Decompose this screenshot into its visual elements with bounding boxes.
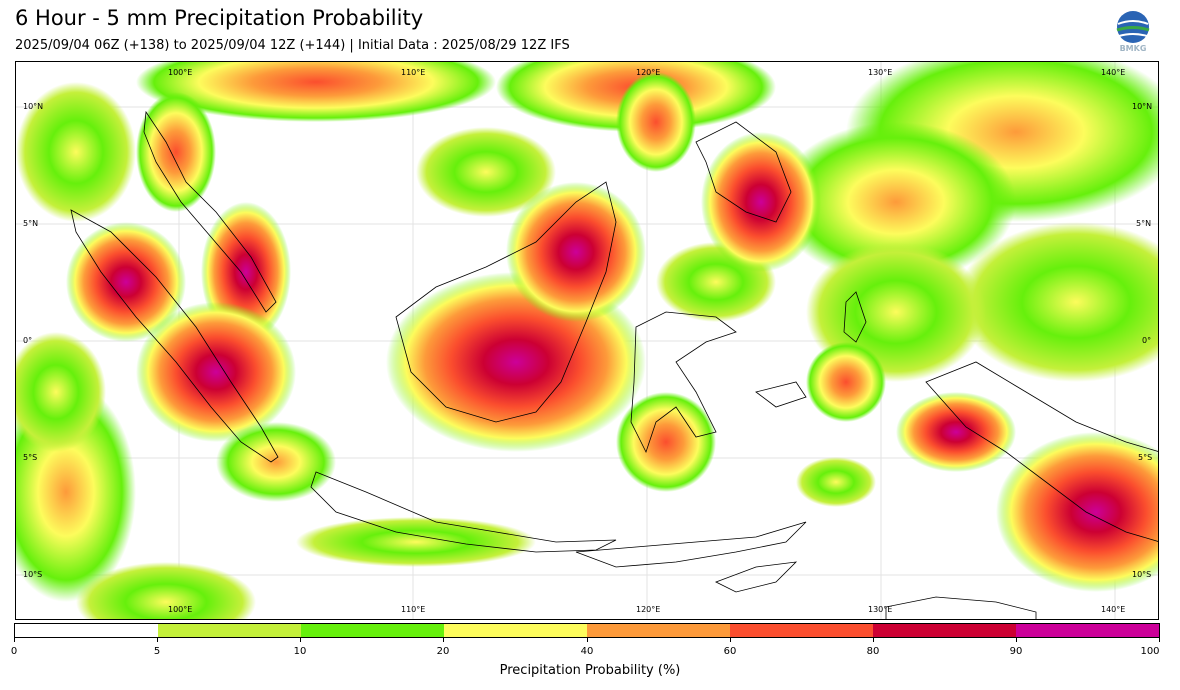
colorbar-segment bbox=[730, 624, 873, 637]
colorbar-segment bbox=[587, 624, 730, 637]
lat-label-right: 5°N bbox=[1136, 219, 1152, 228]
colorbar-tickmark bbox=[1159, 638, 1160, 642]
lon-label-top: 100°E bbox=[168, 68, 193, 77]
colorbar-tickmark bbox=[14, 638, 15, 642]
colorbar-segment bbox=[444, 624, 587, 637]
lon-label-top: 110°E bbox=[401, 68, 426, 77]
colorbar-tickmark bbox=[157, 638, 158, 642]
colorbar-tick-label: 60 bbox=[723, 646, 737, 657]
lon-label-top: 130°E bbox=[868, 68, 893, 77]
lat-label-right: 10°N bbox=[1132, 102, 1153, 111]
lat-label-right: 5°S bbox=[1138, 453, 1153, 462]
lon-label-bottom: 110°E bbox=[401, 605, 426, 614]
chart-title: 6 Hour - 5 mm Precipitation Probability bbox=[15, 6, 424, 30]
lat-label-right: 10°S bbox=[1132, 570, 1152, 579]
lat-label-right: 0° bbox=[1142, 336, 1152, 345]
lon-label-bottom: 130°E bbox=[868, 605, 893, 614]
colorbar-tick-label: 10 bbox=[293, 646, 307, 657]
colorbar-tick-label: 40 bbox=[580, 646, 594, 657]
colorbar-tickmark bbox=[873, 638, 874, 642]
colorbar-tickmark bbox=[443, 638, 444, 642]
colorbar bbox=[14, 623, 1160, 638]
precipitation-field bbox=[16, 62, 1158, 619]
colorbar-tickmark bbox=[1016, 638, 1017, 642]
colorbar-tick-label: 0 bbox=[10, 646, 18, 657]
colorbar-tick-label: 100 bbox=[1140, 646, 1160, 657]
lon-label-bottom: 120°E bbox=[636, 605, 661, 614]
colorbar-label: Precipitation Probability (%) bbox=[499, 663, 681, 678]
lat-label-left: 5°N bbox=[23, 219, 39, 228]
lon-label-top: 140°E bbox=[1101, 68, 1126, 77]
colorbar-segment bbox=[301, 624, 444, 637]
colorbar-tick-label: 5 bbox=[153, 646, 161, 657]
colorbar-segment bbox=[1016, 624, 1159, 637]
colorbar-segment bbox=[15, 624, 158, 637]
map-panel[interactable]: 100°E 110°E 120°E 130°E 140°E 100°E 110°… bbox=[15, 61, 1159, 620]
lat-label-left: 10°S bbox=[23, 570, 43, 579]
chart-subtitle: 2025/09/04 06Z (+138) to 2025/09/04 12Z … bbox=[15, 38, 570, 53]
colorbar-tick-label: 20 bbox=[436, 646, 450, 657]
bmkg-logo-icon bbox=[1116, 11, 1150, 43]
lat-label-left: 5°S bbox=[23, 453, 38, 462]
colorbar-tick-label: 90 bbox=[1009, 646, 1023, 657]
colorbar-tickmark bbox=[587, 638, 588, 642]
precipitation-map bbox=[16, 62, 1158, 619]
lon-label-top: 120°E bbox=[636, 68, 661, 77]
colorbar-segment bbox=[873, 624, 1016, 637]
lat-label-left: 0° bbox=[23, 336, 33, 345]
colorbar-tick-label: 80 bbox=[866, 646, 880, 657]
coastlines bbox=[70, 110, 1158, 619]
colorbar-tickmark bbox=[300, 638, 301, 642]
colorbar-tickmark bbox=[730, 638, 731, 642]
lon-label-bottom: 100°E bbox=[168, 605, 193, 614]
lat-label-left: 10°N bbox=[23, 102, 44, 111]
colorbar-segment bbox=[158, 624, 301, 637]
logo-text: BMKG bbox=[1119, 44, 1147, 53]
lon-label-bottom: 140°E bbox=[1101, 605, 1126, 614]
